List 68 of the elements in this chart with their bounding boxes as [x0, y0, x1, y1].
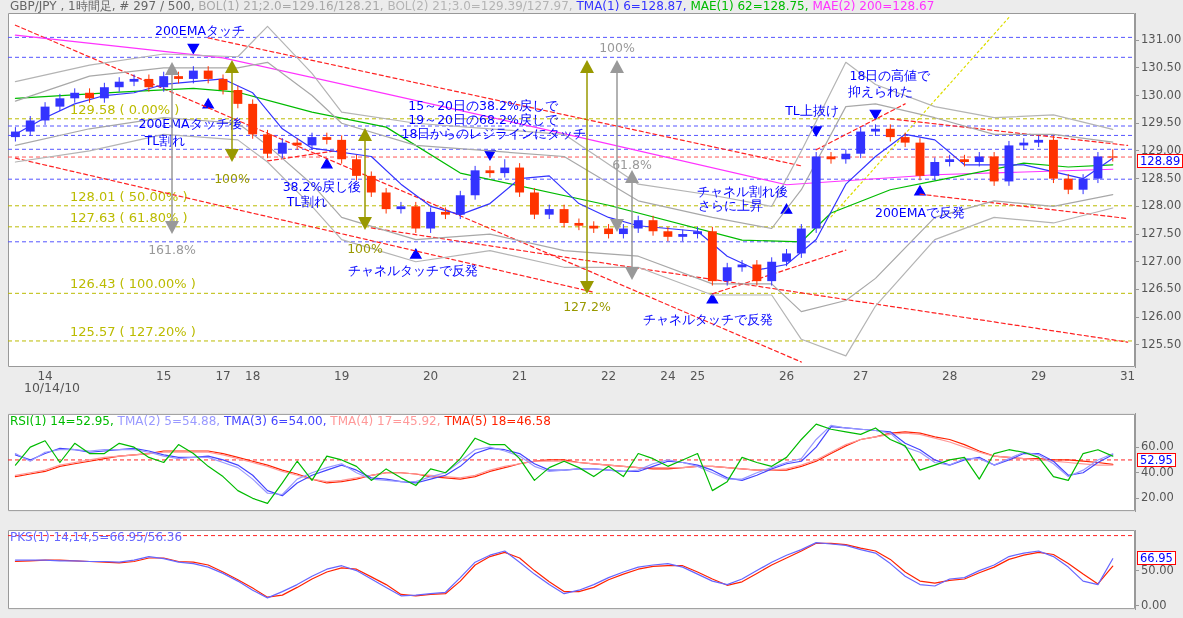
- ref-line-label: 127.63 ( 61.80% ): [70, 209, 188, 225]
- annotation: 127.2%: [563, 298, 611, 314]
- annotation: 100%: [214, 170, 250, 186]
- series-label: RSI(1) 14=52.95,: [10, 414, 114, 429]
- annotation: さらに上昇: [697, 197, 763, 213]
- text: MAE(2) 200=128.67: [812, 0, 935, 14]
- x-tick-label: 15: [156, 369, 172, 384]
- text: TMA(5) 18=46.58: [443, 414, 551, 429]
- text: BOL(1) 21;2.0=129.16/128.21,: [198, 0, 384, 14]
- annotation: 100%: [599, 39, 635, 55]
- x-tick-label: 20: [422, 369, 439, 384]
- y-tick-label: 0.00: [1141, 597, 1167, 612]
- y-tick-label: 50.00: [1141, 562, 1174, 577]
- y-tick-label: 130.50: [1141, 59, 1182, 74]
- y-tick-label: 129.50: [1141, 115, 1182, 130]
- annotation: チャネル割れ後: [696, 183, 788, 199]
- annotation: 200EMAタッチ: [154, 22, 246, 38]
- y-tick-label: 130.00: [1141, 87, 1182, 102]
- series-label: PKS(1) 14,14,5=66.95/56.36: [10, 530, 183, 545]
- text: BOL(2) 21;3.0=129.39/127.97,: [387, 0, 573, 14]
- annotation: 18日の高値で: [849, 67, 931, 83]
- y-tick-label: 127.00: [1141, 253, 1182, 268]
- x-tick-label: 17: [215, 369, 231, 384]
- x-tick-label: 18: [245, 369, 261, 384]
- ref-line-label: 126.43 ( 100.00% ): [70, 276, 196, 292]
- y-tick-label: 20.00: [1141, 490, 1174, 505]
- annotation: TL割れ: [286, 193, 328, 209]
- text: MAE(1) 62=128.75,: [690, 0, 809, 14]
- annotation: 抑えられた: [847, 83, 913, 99]
- x-tick-label: 19: [334, 369, 350, 384]
- text: 128.89: [1137, 154, 1183, 168]
- ref-line-label: 129.58 ( 0.00% ): [70, 101, 180, 117]
- annotation: TL上抜け: [785, 102, 839, 118]
- x-tick-label: 31: [1119, 369, 1136, 384]
- text: TMA(1) 6=128.87,: [575, 0, 687, 14]
- annotation: 200EMAで反発: [874, 204, 966, 220]
- x-tick-label: 27: [853, 369, 869, 384]
- y-tick-label: 131.00: [1141, 32, 1182, 47]
- y-tick-label: 127.50: [1141, 226, 1182, 241]
- y-tick-label: 126.00: [1141, 309, 1182, 324]
- y-tick-label: 128.00: [1141, 198, 1182, 213]
- y-tick-label: 40.00: [1141, 464, 1174, 479]
- y-tick-label: 128.50: [1141, 170, 1182, 185]
- x-tick-label: 22: [600, 369, 617, 384]
- y-tick-label: 126.50: [1141, 281, 1182, 296]
- annotation: チャネルタッチで反発: [348, 262, 478, 278]
- y-tick-label: 129.00: [1141, 142, 1182, 157]
- y-tick-label: 125.50: [1141, 336, 1182, 351]
- text: TMA(3) 6=54.00,: [222, 414, 327, 429]
- x-tick-label: 28: [942, 369, 958, 384]
- annotation: TL割れ: [144, 132, 186, 148]
- x-tick-label: 24: [660, 369, 676, 384]
- text: 66.95: [1137, 551, 1176, 565]
- annotation: チャネルタッチで反発: [643, 311, 773, 327]
- text: TMA(4) 17=45.92,: [329, 414, 441, 429]
- annotation: 100%: [347, 240, 383, 256]
- ref-line-label: 128.01 ( 50.00% ): [70, 188, 188, 204]
- chart-title: GBP/JPY , 1時間足, # 297 / 500,: [10, 0, 195, 14]
- text: 52.95: [1137, 453, 1176, 467]
- annotation: 161.8%: [148, 241, 196, 257]
- x-tick-label: 25: [689, 369, 706, 384]
- series-label: TMA(2) 5=54.88,: [116, 414, 221, 429]
- ref-line-label: 125.57 ( 127.20% ): [70, 323, 196, 339]
- y-tick-label: 60.00: [1141, 439, 1174, 454]
- x-tick-label: 29: [1030, 369, 1047, 384]
- x-tick-label: 21: [511, 369, 528, 384]
- annotation: 38.2%戻し後: [282, 178, 362, 194]
- x-tick-label: 26: [778, 369, 795, 384]
